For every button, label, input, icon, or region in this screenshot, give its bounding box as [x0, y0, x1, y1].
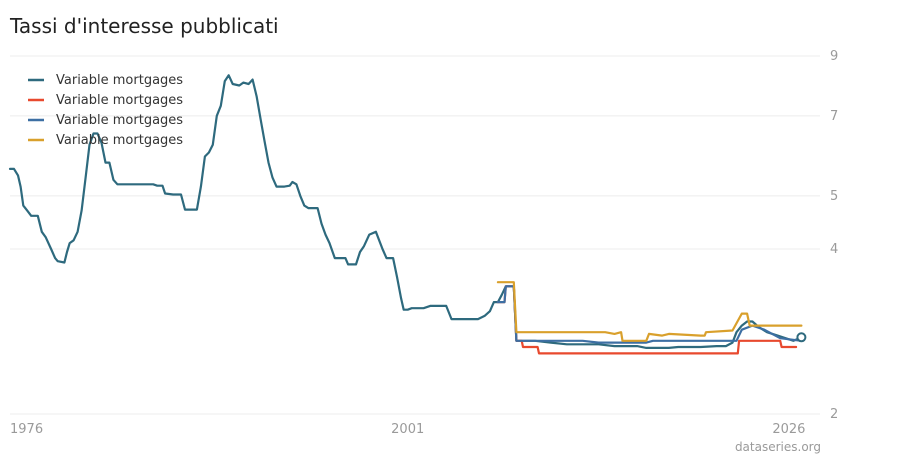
series-line [8, 74, 803, 349]
x-tick-label: 2001 [391, 422, 424, 437]
y-tick-label: 7 [830, 109, 838, 124]
series-line [496, 281, 803, 342]
legend-label: Variable mortgages [56, 73, 183, 88]
x-tick-label: 2026 [772, 422, 805, 437]
y-tick-label: 4 [830, 242, 838, 257]
legend: Variable mortgages Variable mortgages Vari… [28, 73, 183, 148]
legend-item: Variable mortgages [28, 73, 183, 88]
x-axis-ticks: 1976 2001 2026 [10, 422, 805, 437]
legend-item: Variable mortgages [28, 133, 183, 148]
y-tick-label: 9 [830, 49, 838, 64]
chart-title: Tassi d'interesse pubblicati [10, 14, 279, 38]
legend-item: Variable mortgages [28, 93, 183, 108]
series-line [496, 285, 803, 344]
y-tick-label: 2 [830, 407, 838, 422]
legend-label: Variable mortgages [56, 93, 183, 108]
source-label: dataseries.org [734, 440, 821, 454]
y-axis-ticks: 2 4 5 7 9 [830, 49, 838, 422]
series-lines [8, 74, 807, 355]
legend-item: Variable mortgages [28, 113, 183, 128]
legend-label: Variable mortgages [56, 133, 183, 148]
legend-label: Variable mortgages [56, 113, 183, 128]
series-end-marker [796, 332, 807, 343]
y-tick-label: 5 [830, 189, 838, 204]
x-tick-label: 1976 [10, 422, 43, 437]
gridlines [10, 55, 820, 415]
